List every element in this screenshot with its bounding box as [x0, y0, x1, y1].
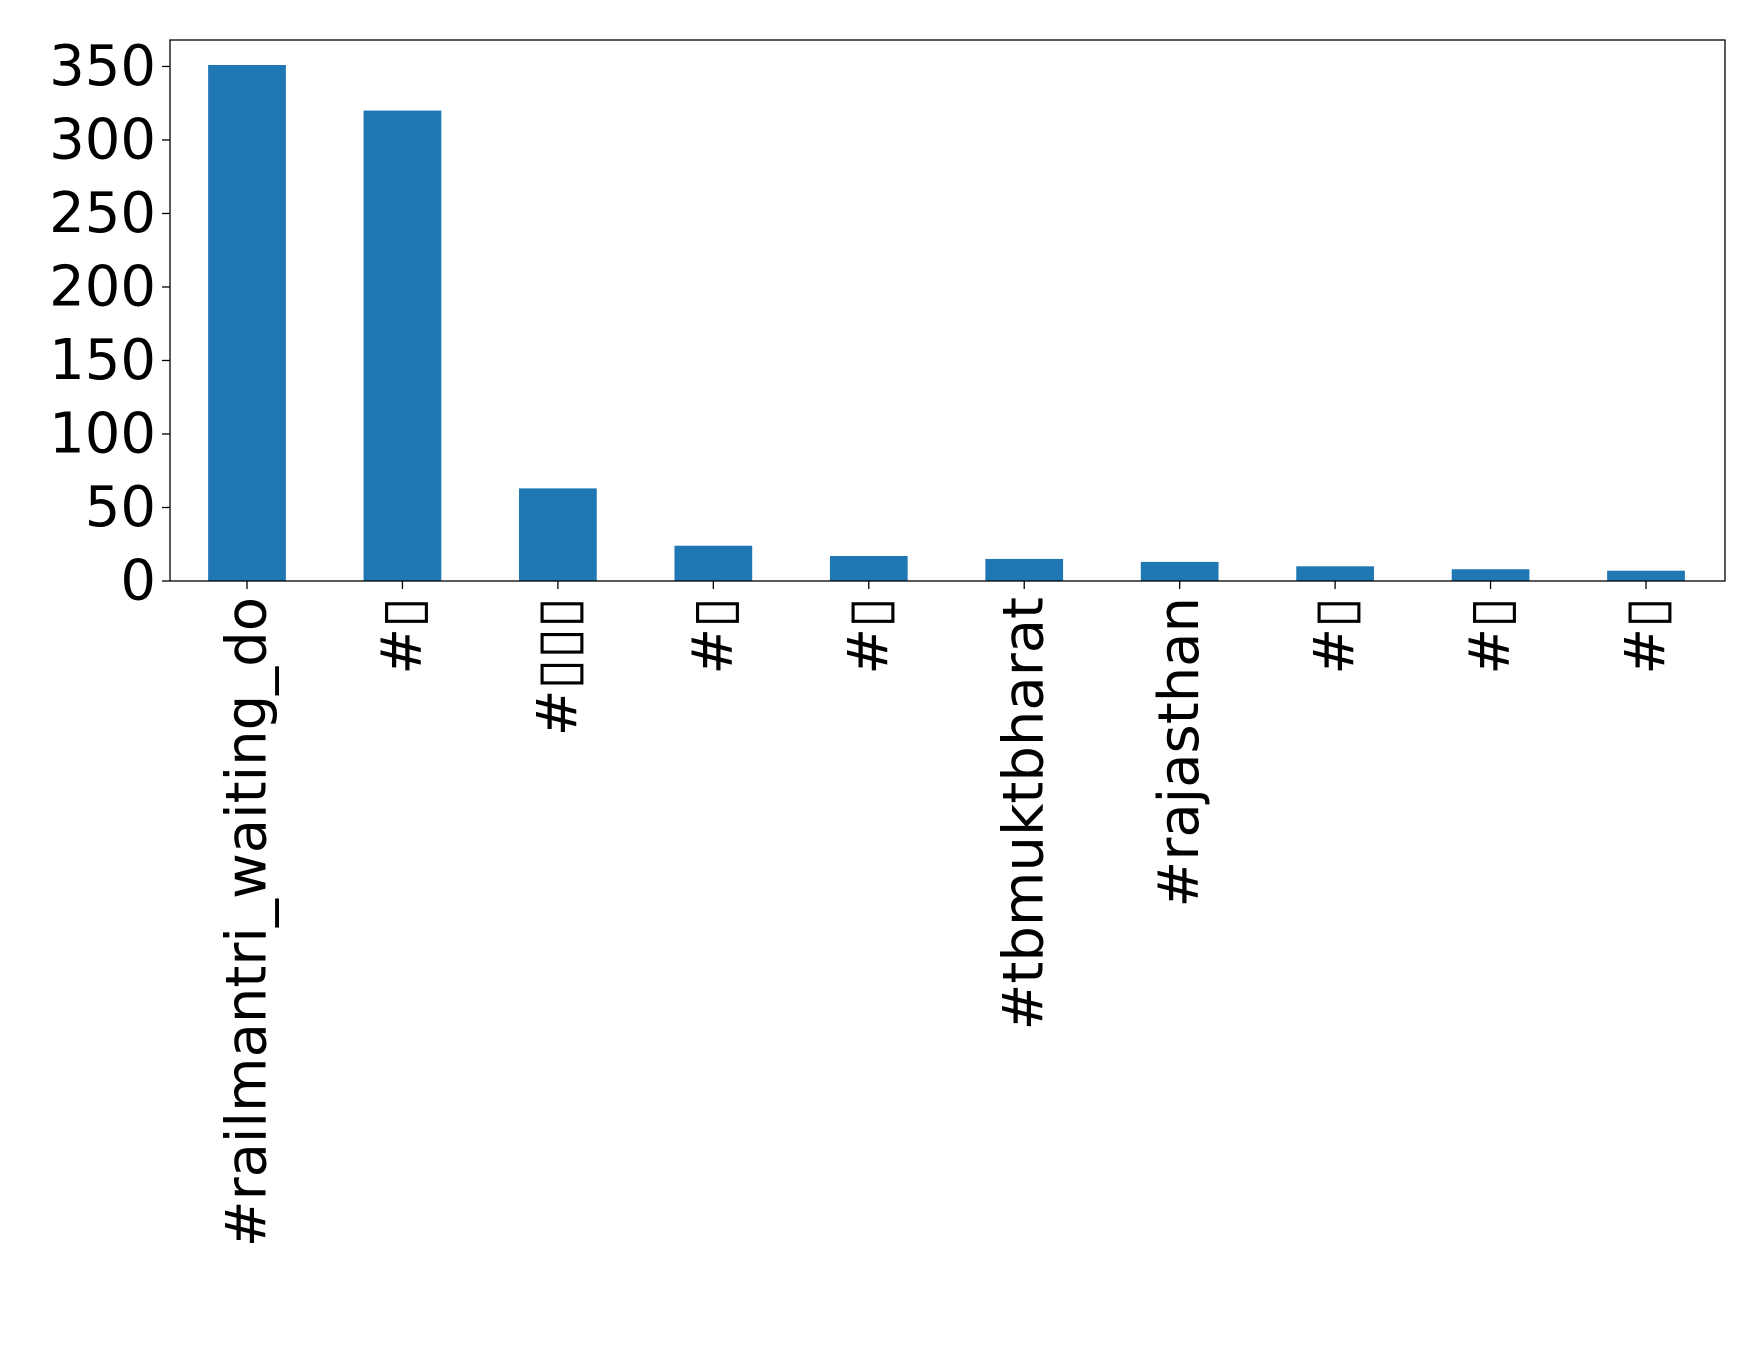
bar — [1296, 566, 1374, 581]
y-tick-label: 50 — [85, 475, 156, 540]
y-tick-label: 0 — [120, 549, 156, 614]
x-tick-label: #railmantri_waiting_do — [215, 597, 280, 1247]
bar — [829, 556, 908, 581]
x-axis: #railmantri_waiting_do #▯ #▯▯▯ #▯ #▯ #tbmuktb… — [215, 581, 1679, 1247]
y-tick-label: 300 — [49, 107, 156, 172]
bar — [208, 64, 286, 582]
x-tick-label: #▯ — [1303, 597, 1368, 675]
plot-frame — [169, 39, 1726, 582]
bar — [985, 558, 1064, 581]
x-tick-label: #▯ — [1458, 597, 1523, 675]
y-tick-label: 150 — [49, 328, 156, 393]
x-tick-label: #▯ — [370, 597, 435, 675]
y-tick-label: 100 — [49, 401, 156, 466]
y-tick-label: 200 — [49, 254, 156, 319]
x-tick-label: #▯ — [1614, 597, 1679, 675]
bars-group — [208, 64, 1685, 582]
x-tick-label: #rajasthan — [1147, 597, 1212, 908]
y-tick-label: 350 — [49, 34, 156, 99]
bar — [519, 488, 597, 581]
bar — [363, 110, 442, 581]
bar — [674, 545, 753, 581]
x-tick-label: #▯ — [681, 597, 746, 675]
y-tick-label: 250 — [49, 181, 156, 246]
x-tick-label: #tbmuktbharat — [992, 597, 1057, 1031]
x-tick-label: #▯▯▯ — [525, 597, 590, 736]
bar — [1140, 561, 1219, 581]
x-tick-label: #▯ — [836, 597, 901, 675]
bar — [1607, 570, 1685, 581]
bar — [1451, 569, 1530, 581]
y-axis: 0 50 100 150 200 250 300 350 — [49, 34, 170, 614]
